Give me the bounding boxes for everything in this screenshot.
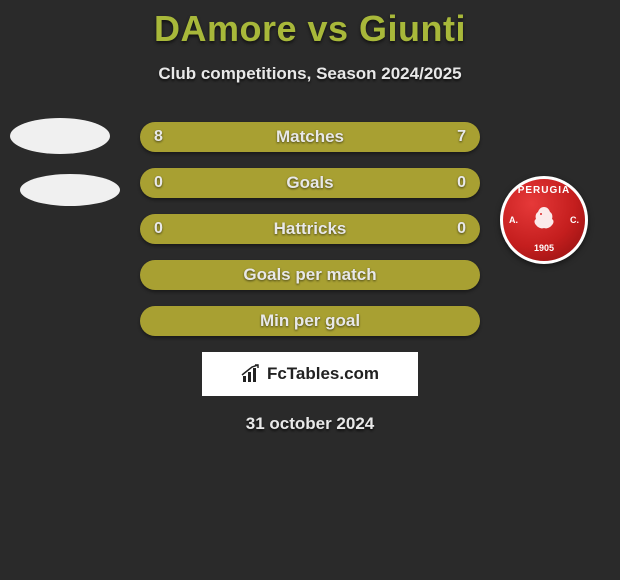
stat-row: Min per goal xyxy=(140,306,480,336)
stat-label: Hattricks xyxy=(274,219,347,239)
stat-row: 8 Matches 7 xyxy=(140,122,480,152)
stat-row: Goals per match xyxy=(140,260,480,290)
watermark: FcTables.com xyxy=(202,352,418,396)
subtitle: Club competitions, Season 2024/2025 xyxy=(0,64,620,84)
stat-right-value: 7 xyxy=(442,128,466,146)
stat-label: Matches xyxy=(276,127,344,147)
stat-row: 0 Goals 0 xyxy=(140,168,480,198)
watermark-text: FcTables.com xyxy=(267,364,379,384)
stat-left-value: 8 xyxy=(154,128,178,146)
chart-icon xyxy=(241,364,263,384)
stat-left-value: 0 xyxy=(154,220,178,238)
stat-right-value: 0 xyxy=(442,174,466,192)
stat-label: Goals xyxy=(286,173,333,193)
stat-right-value: 0 xyxy=(442,220,466,238)
comparison-card: DAmore vs Giunti Club competitions, Seas… xyxy=(0,0,620,434)
stats-list: 8 Matches 7 0 Goals 0 0 Hattricks 0 Goal… xyxy=(0,122,620,336)
stat-left-value: 0 xyxy=(154,174,178,192)
stat-row: 0 Hattricks 0 xyxy=(140,214,480,244)
date-text: 31 october 2024 xyxy=(0,414,620,434)
stat-label: Goals per match xyxy=(243,265,376,285)
stat-label: Min per goal xyxy=(260,311,360,331)
page-title: DAmore vs Giunti xyxy=(0,0,620,50)
